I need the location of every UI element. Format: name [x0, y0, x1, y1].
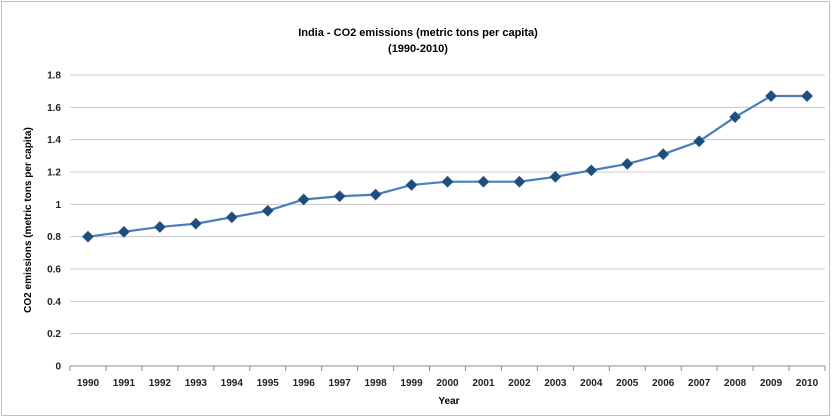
data-point-marker: [297, 193, 310, 206]
x-tick-label: 1998: [364, 378, 387, 389]
x-tick-label: 1996: [293, 378, 316, 389]
x-tick-label: 2005: [616, 378, 639, 389]
x-tick-label: 1994: [221, 378, 244, 389]
x-tick-label: 2000: [436, 378, 459, 389]
x-tick-label: 2007: [688, 378, 711, 389]
x-tick-label: 1993: [185, 378, 208, 389]
x-axis-ticks: 1990 1991 1992 1993 1994 1995 1996 1997 1998 1999…: [77, 378, 819, 389]
x-axis: [69, 365, 826, 371]
y-tick-label: 1.8: [47, 71, 61, 82]
data-point-marker: [118, 225, 130, 238]
data-point-marker: [549, 170, 562, 183]
y-axis-title: CO2 emissions (metric tons per capita): [23, 127, 34, 313]
data-point-marker: [333, 190, 346, 203]
y-tick-label: 1: [55, 200, 61, 211]
data-point-marker: [369, 188, 382, 201]
x-tick-label: 1999: [400, 378, 423, 389]
data-point-marker: [405, 179, 418, 191]
data-point-marker: [225, 211, 238, 224]
x-axis-title: Year: [438, 396, 459, 407]
x-tick-label: 2006: [652, 378, 675, 389]
x-tick-label: 2008: [724, 378, 747, 389]
data-point-marker: [693, 135, 706, 148]
data-point-marker: [261, 204, 274, 217]
x-tick-label: 1991: [113, 378, 136, 389]
x-tick-label: 2001: [472, 378, 495, 389]
x-tick-label: 2003: [544, 378, 567, 389]
data-point-marker: [621, 157, 634, 170]
series-line: [87, 94, 808, 238]
x-tick-label: 1992: [149, 378, 172, 389]
series-group: [82, 90, 813, 243]
data-point-marker: [729, 111, 742, 123]
data-point-marker: [153, 221, 166, 233]
x-tick-label: 1997: [329, 378, 352, 389]
x-tick-label: 2002: [508, 378, 531, 389]
x-tick-label: 1990: [77, 378, 100, 389]
x-tick-label: 2004: [580, 378, 603, 389]
data-point-marker: [801, 90, 813, 102]
y-axis-ticks: 0 0.2 0.4 0.6 0.8 1 1.2 1.4 1.6 1.8: [47, 71, 61, 373]
chart-title: India - CO2 emissions (metric tons per c…: [298, 27, 538, 39]
data-point-marker: [189, 217, 202, 230]
chart-subtitle: (1990-2010): [388, 43, 448, 55]
y-tick-label: 0.8: [47, 232, 61, 243]
data-point-marker: [441, 175, 454, 188]
data-point-marker: [585, 164, 598, 177]
data-point-marker: [477, 175, 490, 188]
y-tick-label: 1.2: [47, 168, 61, 179]
y-tick-label: 0.4: [47, 297, 61, 308]
y-tick-label: 0: [55, 362, 61, 373]
x-tick-label: 2009: [760, 378, 783, 389]
gridlines: [70, 74, 825, 335]
data-point-marker: [82, 230, 94, 243]
x-tick-label: 1995: [257, 378, 280, 389]
y-tick-label: 0.2: [47, 329, 61, 340]
data-point-marker: [657, 148, 670, 161]
data-point-marker: [513, 175, 526, 188]
y-tick-label: 1.4: [47, 135, 61, 146]
data-point-marker: [765, 90, 777, 102]
y-tick-label: 0.6: [47, 265, 61, 276]
y-tick-label: 1.6: [47, 103, 61, 114]
x-tick-label: 2010: [796, 378, 819, 389]
